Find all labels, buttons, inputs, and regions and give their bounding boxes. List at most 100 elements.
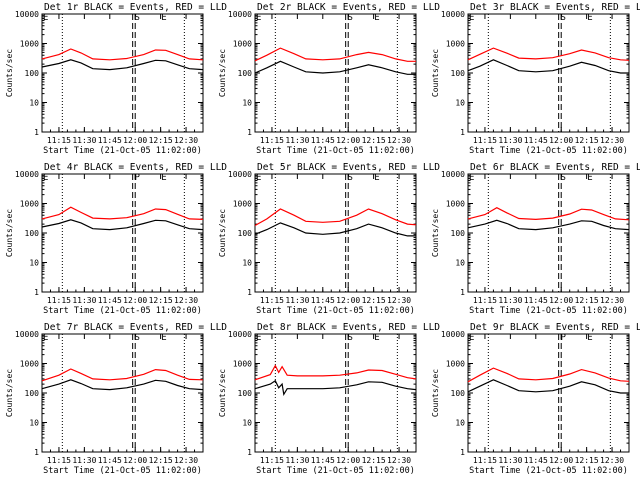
x-tick-label: 11:30 (498, 456, 522, 465)
series-line-events (41, 219, 204, 231)
time-marker-label: E (43, 173, 48, 183)
time-marker-label: E (43, 333, 48, 343)
series-line-events (41, 59, 204, 71)
x-tick-label: 12:30 (174, 136, 198, 145)
time-marker-label: E (256, 333, 261, 343)
y-axis-label: Counts/sec (5, 49, 14, 97)
time-marker-label: E (374, 173, 379, 183)
time-marker-label: E (374, 333, 379, 343)
panel-title: Det 7r BLACK = Events, RED = LLD (44, 322, 227, 333)
y-tick-label: 1 (460, 128, 465, 137)
y-tick-label: 10000 (441, 330, 465, 339)
y-tick-label: 100 (451, 229, 466, 238)
x-tick-label: 12:15 (575, 136, 599, 145)
panel-title: Det 6r BLACK = Events, RED = LLD (470, 162, 640, 173)
x-tick-label: 11:45 (524, 456, 548, 465)
y-tick-label: 10 (29, 99, 39, 108)
y-axis-label: Counts/sec (431, 369, 440, 417)
y-tick-label: 100 (238, 389, 253, 398)
plot-frame (254, 13, 417, 133)
time-marker-label: E (587, 333, 592, 343)
time-marker-label: E (469, 173, 474, 183)
y-tick-label: 10 (455, 99, 465, 108)
x-tick-label: 11:15 (47, 456, 71, 465)
series-line-lld (41, 206, 204, 220)
x-tick-label: 12:15 (575, 296, 599, 305)
time-marker-label: E (374, 13, 379, 23)
panel-title: Det 4r BLACK = Events, RED = LLD (44, 162, 227, 173)
y-axis-label: Counts/sec (218, 209, 227, 257)
y-tick-label: 10 (455, 259, 465, 268)
time-marker-label: S (134, 13, 139, 23)
x-tick-label: 12:30 (174, 296, 198, 305)
plot-frame (467, 173, 630, 293)
series-line-events (41, 379, 204, 391)
y-tick-label: 10000 (228, 330, 252, 339)
time-marker-label: E (587, 13, 592, 23)
x-tick-label: 12:30 (387, 136, 411, 145)
y-tick-label: 1000 (233, 40, 252, 49)
time-marker-label: E (161, 13, 166, 23)
y-tick-label: 1 (34, 448, 39, 457)
time-marker-label: E (469, 13, 474, 23)
time-marker-label: P (560, 333, 566, 343)
y-tick-label: 10 (29, 419, 39, 428)
y-tick-label: 10 (455, 419, 465, 428)
x-tick-label: 12:00 (123, 456, 147, 465)
y-tick-label: 100 (25, 389, 40, 398)
time-marker-label: E (43, 13, 48, 23)
x-tick-label: 11:30 (285, 296, 309, 305)
y-tick-label: 100 (451, 389, 466, 398)
x-tick-label: 11:15 (473, 456, 497, 465)
y-tick-label: 100 (238, 69, 253, 78)
plot-frame (467, 333, 630, 453)
x-tick-label: 12:30 (600, 296, 624, 305)
x-tick-label: 12:15 (362, 136, 386, 145)
series-line-events (467, 219, 630, 231)
time-marker-label: S (560, 173, 565, 183)
series-line-events (467, 59, 629, 74)
x-axis-label: Start Time (21-Oct-05 11:02:00) (43, 466, 202, 476)
x-tick-label: 11:45 (98, 136, 122, 145)
panel-title: Det 3r BLACK = Events, RED = LLD (470, 2, 640, 13)
x-tick-label: 11:30 (498, 296, 522, 305)
x-tick-label: 11:15 (260, 296, 284, 305)
x-tick-label: 12:00 (336, 136, 360, 145)
detector-panel: Det 6r BLACK = Events, RED = LLD 1 10 100 10… (431, 162, 640, 316)
panel-title: Det 8r BLACK = Events, RED = LLD (257, 322, 440, 333)
y-tick-label: 10000 (228, 10, 252, 19)
series-line-lld (254, 364, 417, 381)
x-tick-label: 11:45 (524, 136, 548, 145)
x-tick-label: 11:30 (72, 296, 96, 305)
x-tick-label: 11:15 (473, 136, 497, 145)
x-axis-label: Start Time (21-Oct-05 11:02:00) (43, 306, 202, 316)
y-tick-label: 100 (25, 69, 40, 78)
y-tick-label: 1 (247, 288, 252, 297)
series-line-lld (41, 368, 204, 382)
y-axis-label: Counts/sec (431, 49, 440, 97)
x-axis-label: Start Time (21-Oct-05 11:02:00) (256, 306, 415, 316)
x-tick-label: 12:00 (549, 456, 573, 465)
series-line-events (254, 60, 416, 75)
x-tick-label: 11:45 (524, 296, 548, 305)
y-tick-label: 1000 (20, 40, 39, 49)
y-tick-label: 1000 (446, 360, 465, 369)
y-axis-label: Counts/sec (5, 369, 14, 417)
x-tick-label: 12:00 (336, 296, 360, 305)
x-tick-label: 12:15 (149, 296, 173, 305)
x-tick-label: 11:45 (98, 296, 122, 305)
time-marker-label: E (587, 173, 592, 183)
x-tick-label: 11:45 (311, 136, 335, 145)
y-tick-label: 1 (460, 448, 465, 457)
x-axis-label: Start Time (21-Oct-05 11:02:00) (256, 466, 415, 476)
time-marker-label: S (134, 333, 139, 343)
time-marker-label: S (347, 333, 352, 343)
time-marker-label: S (347, 13, 352, 23)
x-tick-label: 11:30 (72, 456, 96, 465)
detector-panel: Det 5r BLACK = Events, RED = LLD 1 10 100 10… (218, 162, 440, 316)
x-tick-label: 12:00 (123, 296, 147, 305)
y-tick-label: 10 (29, 259, 39, 268)
y-tick-label: 100 (451, 69, 466, 78)
x-tick-label: 12:00 (549, 136, 573, 145)
